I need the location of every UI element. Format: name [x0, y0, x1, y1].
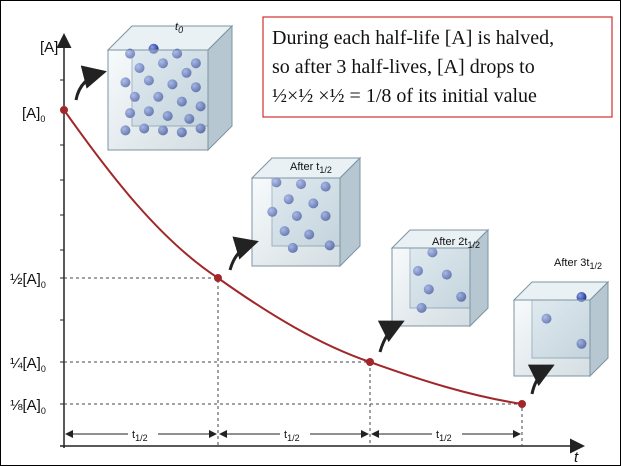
interval-sub: 1/2 — [135, 433, 148, 443]
cube-label-sub: 1/2 — [467, 240, 480, 250]
callout-line: During each half-life [A] is halved, — [272, 27, 554, 49]
cube-label-sub: 0 — [178, 25, 183, 35]
cube-front — [252, 178, 340, 266]
cube-label-sub: 1/2 — [319, 165, 332, 175]
y-label-sub: 0 — [41, 364, 46, 374]
interval-sub: 1/2 — [439, 433, 452, 443]
interval-sub: 1/2 — [287, 433, 300, 443]
y-label: ⅛[A]0 — [10, 397, 46, 416]
y-label: [A]0 — [22, 105, 45, 124]
cube-front — [392, 248, 470, 326]
y-label-text: ½[A] — [10, 271, 41, 288]
cube-label-text: After 3t — [554, 257, 589, 269]
cube-front — [108, 50, 208, 150]
figure: [A] t [A]0 ½[A]0 ¼[A]0 ⅛[A]0 t1/2 t1/2 t… — [0, 0, 621, 466]
y-label-sub: 0 — [41, 406, 46, 416]
callout-line: ½×½ ×½ = 1/8 of its initial value — [272, 85, 537, 107]
cube-label: t0 — [175, 21, 183, 35]
y-label-text: ¼[A] — [10, 355, 41, 372]
y-label: ½[A]0 — [10, 271, 46, 290]
cube-label-sub: 1/2 — [589, 261, 602, 271]
cube-label-text: After 2t — [432, 236, 467, 248]
y-label-text: ⅛[A] — [10, 397, 41, 414]
cube-label: After 3t1/2 — [554, 257, 602, 271]
cube-front — [514, 300, 590, 376]
y-label-text: [A] — [22, 105, 40, 122]
y-label-sub: 0 — [40, 114, 45, 124]
x-axis-label: t — [574, 449, 579, 466]
callout-line: so after 3 half-lives, [A] drops to — [272, 56, 535, 78]
y-axis-label: [A] — [40, 39, 58, 56]
cube-label-text: After t — [290, 161, 319, 173]
y-label-sub: 0 — [41, 280, 46, 290]
y-label: ¼[A]0 — [10, 355, 46, 374]
